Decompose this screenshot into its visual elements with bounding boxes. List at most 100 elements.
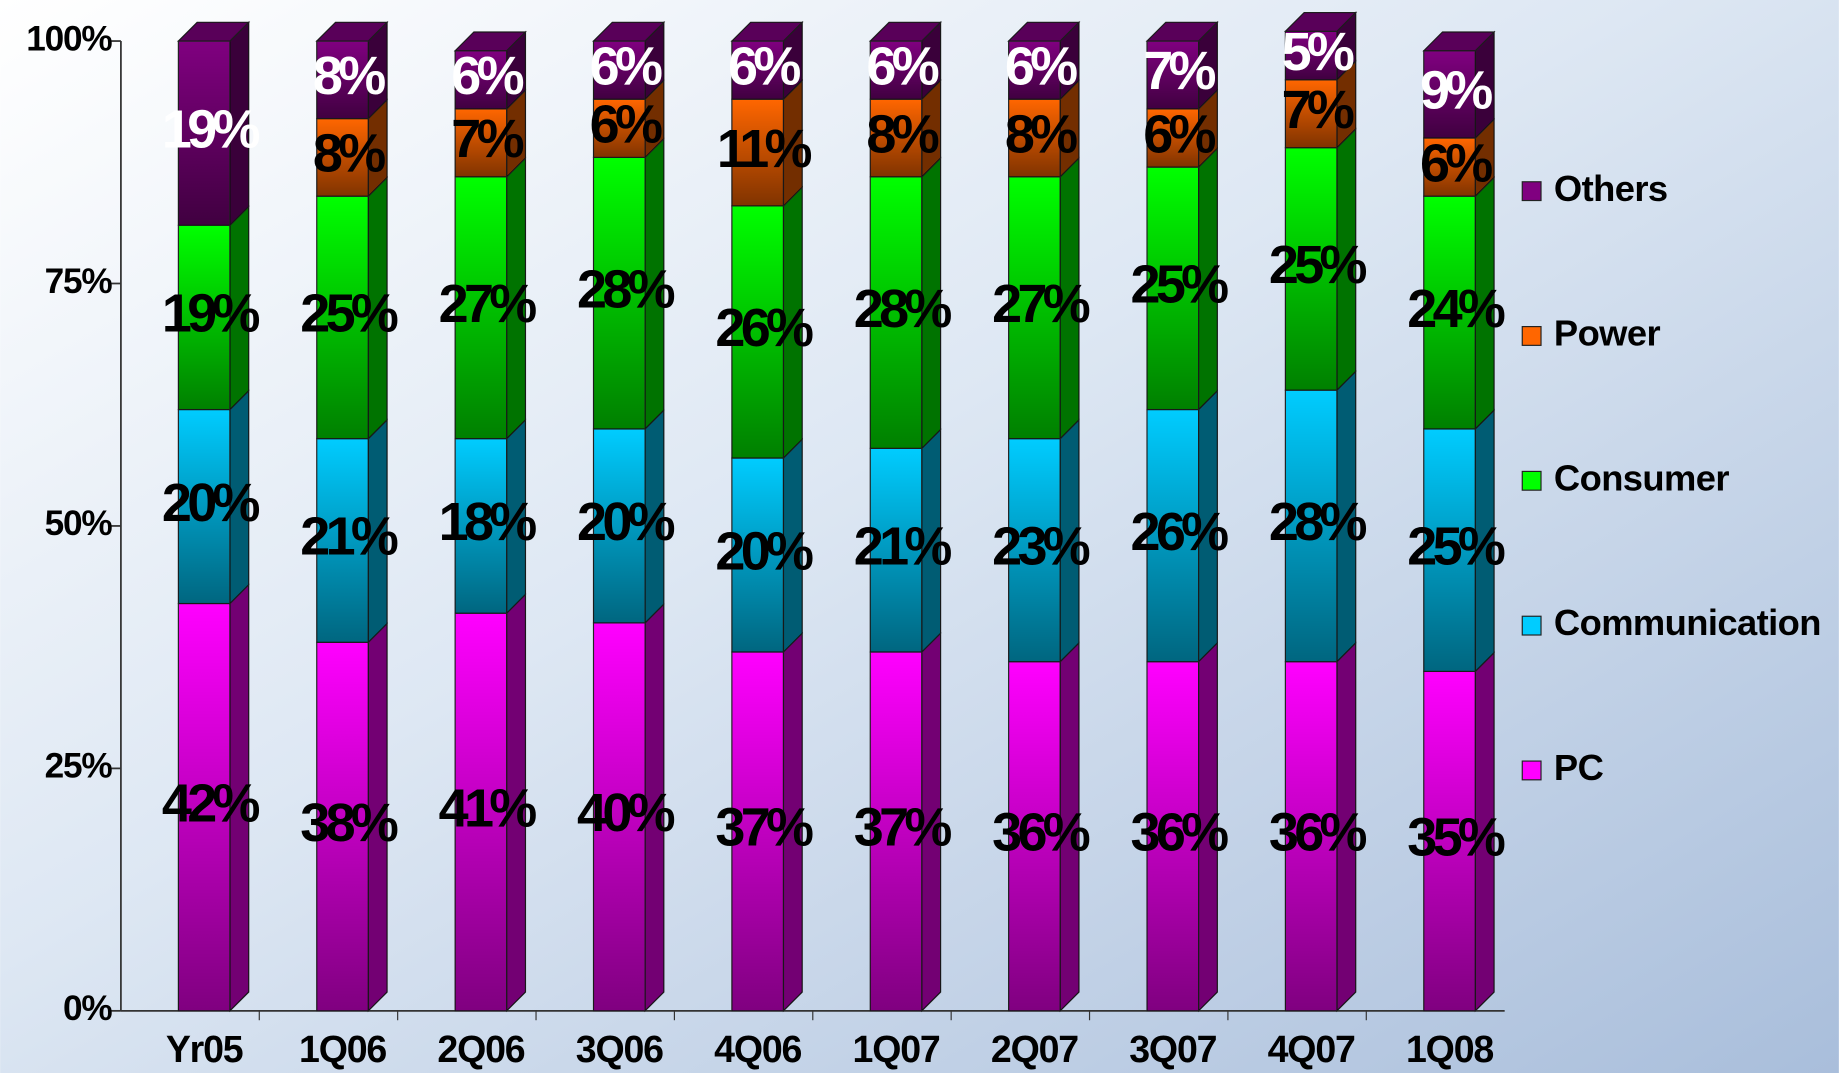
- data-label: 25%: [300, 284, 398, 344]
- bar-side-shade: [368, 419, 388, 643]
- bar-side-shade: [1198, 90, 1218, 168]
- bar-side-shade: [506, 90, 526, 177]
- bar-shade: [1423, 50, 1476, 139]
- x-tick-label: 1Q06: [299, 1028, 386, 1070]
- bar-side-shade: [921, 80, 941, 177]
- bar-top: [1007, 21, 1081, 42]
- bar-shade: [455, 438, 507, 614]
- bar-shade: [316, 438, 369, 643]
- x-tick-label: 4Q07: [1268, 1028, 1355, 1070]
- data-label: 25%: [1407, 516, 1505, 576]
- data-label: 35%: [1407, 807, 1505, 867]
- bar-shade: [1146, 167, 1199, 410]
- bar-shade: [870, 99, 922, 177]
- bar-side-shade: [1336, 128, 1356, 391]
- bar-shade: [593, 622, 646, 1011]
- data-label: 6%: [866, 36, 938, 96]
- data-label: 25%: [1269, 235, 1367, 295]
- bar-side-shade: [1060, 80, 1079, 177]
- y-tick-label: 25%: [45, 747, 113, 786]
- bar-shade: [1008, 99, 1061, 177]
- bar-shade: [455, 50, 507, 109]
- bar-side-shade: [229, 22, 249, 226]
- bar-shade: [1008, 176, 1061, 439]
- x-tick-label: 3Q06: [576, 1028, 663, 1070]
- bar-side-shade: [1475, 652, 1495, 1011]
- data-label: 41%: [439, 778, 537, 838]
- data-label: 36%: [1131, 803, 1229, 863]
- data-label: 20%: [162, 473, 260, 533]
- bar-shade: [316, 41, 369, 119]
- data-label: 11%: [717, 119, 812, 179]
- bar-top: [315, 21, 389, 42]
- data-label: 38%: [300, 793, 398, 853]
- y-tick-label: 50%: [45, 504, 113, 543]
- bar-side-shade: [506, 31, 526, 109]
- data-label: 26%: [1131, 502, 1229, 562]
- bar-shade: [1285, 31, 1337, 80]
- bar-shade: [455, 176, 507, 439]
- bar-side-shade: [921, 429, 941, 653]
- bar-side-shade: [368, 177, 388, 439]
- data-label: 40%: [577, 783, 675, 843]
- bar-shade: [731, 41, 784, 100]
- bar-side-shade: [1336, 371, 1356, 662]
- bar-side-shade: [1475, 410, 1495, 672]
- bar-shade: [455, 613, 507, 1011]
- data-label: 23%: [992, 516, 1090, 576]
- y-tick-label: 100%: [26, 19, 112, 58]
- bar-shade: [1423, 428, 1476, 672]
- bar-shade: [1285, 147, 1337, 391]
- bar-side-shade: [506, 419, 526, 614]
- x-tick-label: 2Q06: [437, 1028, 524, 1070]
- legend-label: PC: [1554, 747, 1604, 788]
- data-label: 19%: [162, 284, 260, 344]
- data-label: 36%: [992, 803, 1090, 863]
- data-label: 28%: [577, 259, 675, 319]
- bar-shade: [1285, 661, 1337, 1011]
- bar-shade: [1008, 438, 1061, 662]
- bar-shade: [1146, 661, 1199, 1011]
- bar-top-shade: [1285, 12, 1356, 32]
- bar-shade: [593, 428, 646, 623]
- bar-shade: [1008, 41, 1061, 100]
- bar-shade: [1146, 409, 1199, 662]
- bar-top: [592, 21, 666, 42]
- bar-top: [730, 21, 804, 42]
- data-label: 6%: [1420, 133, 1492, 193]
- legend-swatch: [1521, 326, 1542, 346]
- legend-label: Consumer: [1554, 457, 1729, 498]
- bar-shade: [870, 652, 922, 1011]
- bar-side-shade: [1060, 158, 1079, 439]
- data-label: 8%: [313, 46, 385, 106]
- data-label: 42%: [162, 773, 260, 833]
- legend-swatch: [1521, 470, 1542, 491]
- bar-top: [1283, 11, 1358, 32]
- data-label: 28%: [854, 279, 952, 339]
- bar-shade: [731, 99, 784, 206]
- data-label: 21%: [854, 516, 952, 576]
- data-label: 37%: [854, 798, 952, 858]
- bar-side-shade: [1475, 177, 1495, 429]
- data-label: 8%: [313, 124, 385, 184]
- data-label: 7%: [1143, 41, 1215, 101]
- bar-side-shade: [783, 439, 803, 653]
- bar-shade: [731, 205, 784, 459]
- bar-shade: [870, 41, 922, 100]
- bar-shade: [731, 652, 784, 1011]
- bar-side-shade: [645, 410, 664, 623]
- bar-shade: [455, 108, 507, 177]
- data-label: 24%: [1407, 279, 1505, 339]
- bar-shade: [1423, 196, 1476, 429]
- data-label: 37%: [715, 798, 813, 858]
- x-tick-label: 2Q07: [991, 1028, 1078, 1070]
- bar-side-shade: [1060, 642, 1079, 1011]
- bar-shade: [731, 458, 784, 653]
- bar-side-shade: [368, 22, 388, 119]
- bar-side-shade: [1060, 22, 1079, 100]
- bar-shade: [178, 41, 230, 226]
- data-label: 7%: [1282, 80, 1354, 140]
- bar-top: [176, 21, 251, 42]
- x-tick-label: 1Q08: [1406, 1028, 1493, 1070]
